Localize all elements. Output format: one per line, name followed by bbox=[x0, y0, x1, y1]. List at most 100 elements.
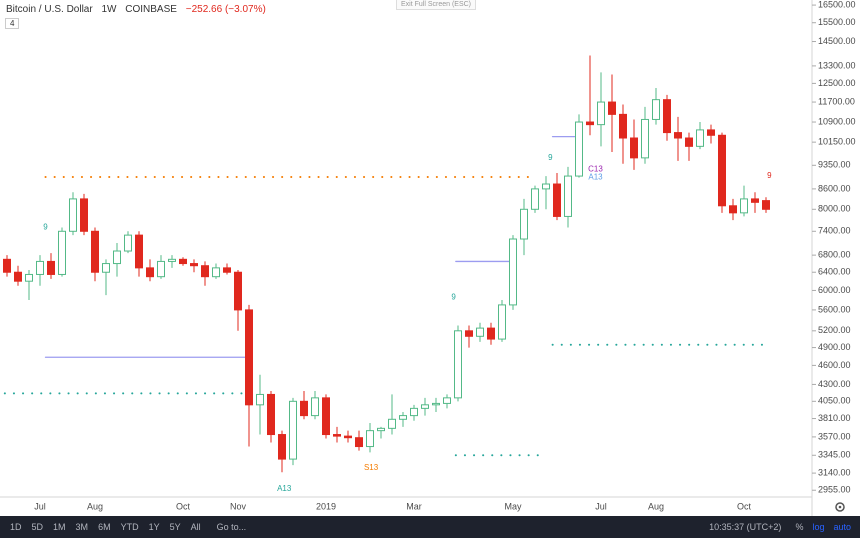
exchange: COINBASE bbox=[125, 4, 177, 15]
x-tick-label: Nov bbox=[230, 501, 247, 511]
candle-body bbox=[619, 113, 627, 139]
y-tick-label: 9350.00 bbox=[818, 160, 851, 170]
y-tick-label: 14500.00 bbox=[818, 36, 856, 46]
candle-body bbox=[146, 267, 154, 278]
candle-body bbox=[102, 263, 110, 273]
y-tick-label: 16500.00 bbox=[818, 0, 856, 9]
x-tick-label: Jul bbox=[34, 501, 46, 511]
candle-body bbox=[608, 101, 616, 115]
y-tick-label: 15500.00 bbox=[818, 17, 856, 27]
candle-body bbox=[465, 330, 473, 337]
candle-body bbox=[652, 99, 660, 120]
y-tick-label: 5200.00 bbox=[818, 325, 851, 335]
candle-body bbox=[729, 205, 737, 214]
exit-fullscreen-button[interactable]: Exit Full Screen (ESC) bbox=[396, 0, 477, 10]
y-tick-label: 10150.00 bbox=[818, 137, 856, 147]
x-tick-label: Aug bbox=[648, 501, 664, 511]
range-button[interactable]: 5Y bbox=[169, 522, 181, 532]
candle-body bbox=[3, 258, 11, 273]
goto-button[interactable]: Go to... bbox=[216, 522, 247, 532]
candle-body bbox=[36, 260, 44, 275]
candle-body bbox=[245, 309, 253, 406]
candle-body bbox=[91, 230, 99, 273]
range-button[interactable]: 1Y bbox=[148, 522, 160, 532]
x-tick-label: Oct bbox=[176, 501, 191, 511]
candle-body bbox=[707, 129, 715, 136]
x-tick-label: Jul bbox=[595, 501, 607, 511]
range-button[interactable]: YTD bbox=[120, 522, 139, 532]
candle-body bbox=[124, 234, 132, 252]
candle-body bbox=[190, 263, 198, 267]
candle-body bbox=[113, 250, 121, 265]
candle-body bbox=[597, 101, 605, 126]
candle-body bbox=[278, 434, 286, 460]
clock: 10:35:37 (UTC+2) bbox=[709, 522, 782, 532]
indicator-badge[interactable]: 4 bbox=[5, 18, 20, 29]
x-tick-label: Oct bbox=[737, 501, 752, 511]
candle-body bbox=[322, 397, 330, 436]
y-tick-label: 10900.00 bbox=[818, 116, 856, 126]
range-button[interactable]: 1D bbox=[10, 522, 22, 532]
y-tick-label: 3345.00 bbox=[818, 450, 851, 460]
y-tick-label: 3810.00 bbox=[818, 413, 851, 423]
candle-body bbox=[487, 327, 495, 340]
price-change: −252.66 (−3.07%) bbox=[185, 4, 266, 15]
candle-body bbox=[520, 208, 528, 240]
x-tick-label: Mar bbox=[406, 501, 422, 511]
candle-body bbox=[751, 198, 759, 203]
scale-option[interactable]: auto bbox=[833, 522, 851, 532]
chart: 16500.00 15500.00 14500.00 13300.00 12500.00… bbox=[0, 0, 856, 516]
candle-body bbox=[586, 121, 594, 126]
interval: 1W bbox=[101, 4, 117, 15]
candle-body bbox=[674, 132, 682, 139]
candle-body bbox=[641, 118, 649, 159]
y-tick-label: 12500.00 bbox=[818, 78, 856, 88]
candle-body bbox=[685, 137, 693, 147]
y-tick-label: 6400.00 bbox=[818, 267, 851, 277]
y-tick-label: 11700.00 bbox=[818, 96, 855, 106]
candle-body bbox=[267, 393, 275, 436]
annotation: 9 bbox=[43, 223, 48, 232]
candle-body bbox=[531, 188, 539, 210]
legend: Bitcoin / U.S. Dollar 1W COINBASE −252.6… bbox=[6, 4, 272, 15]
annotation: S13 bbox=[364, 463, 379, 472]
y-tick-label: 6000.00 bbox=[818, 285, 851, 295]
candle-body bbox=[553, 183, 561, 217]
candle-body bbox=[421, 404, 429, 409]
settings-icon[interactable] bbox=[835, 502, 845, 512]
range-button[interactable]: All bbox=[190, 522, 201, 532]
candle-body bbox=[58, 230, 66, 275]
candle-body bbox=[80, 198, 88, 232]
x-tick-label: 2019 bbox=[316, 501, 336, 511]
candle-body bbox=[498, 304, 506, 340]
candle-body bbox=[762, 200, 770, 210]
candle-body bbox=[157, 260, 165, 278]
y-tick-label: 4900.00 bbox=[818, 342, 851, 352]
candle-body bbox=[344, 435, 352, 439]
candle-body bbox=[718, 134, 726, 207]
candle-body bbox=[476, 327, 484, 337]
annotation: C13 bbox=[588, 164, 603, 173]
x-tick-label: May bbox=[504, 501, 522, 511]
bottom-toolbar: 1D 5D 1M 3M 6M YTD 1Y 5Y All Go to... 10:35:37 (UT… bbox=[0, 516, 860, 538]
annotation: A13 bbox=[588, 172, 603, 181]
range-button[interactable]: 3M bbox=[75, 522, 89, 532]
symbol: Bitcoin / U.S. Dollar bbox=[6, 4, 93, 15]
candle-body bbox=[256, 393, 264, 406]
range-button[interactable]: 1M bbox=[53, 522, 66, 532]
range-button[interactable]: 5D bbox=[31, 522, 44, 532]
candle-body bbox=[696, 129, 704, 147]
candle-body bbox=[432, 402, 440, 406]
candle-body bbox=[542, 183, 550, 190]
annotation: 9 bbox=[767, 171, 772, 180]
annotation: 9 bbox=[451, 293, 456, 302]
y-tick-label: 7400.00 bbox=[818, 226, 851, 236]
scale-option[interactable]: log bbox=[812, 522, 825, 532]
candle-body bbox=[509, 238, 517, 306]
candle-body bbox=[410, 407, 418, 417]
range-button[interactable]: 6M bbox=[98, 522, 111, 532]
candle-body bbox=[443, 397, 451, 404]
scale-option[interactable]: % bbox=[795, 522, 804, 532]
candle-body bbox=[575, 121, 583, 177]
